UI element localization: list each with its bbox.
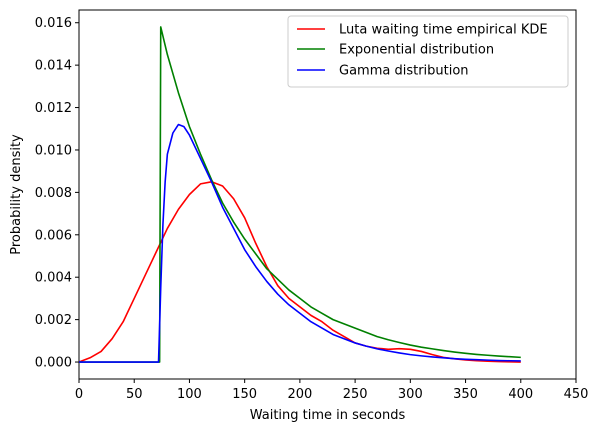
y-tick-label: 0.004 (35, 271, 72, 286)
y-tick-label: 0.000 (35, 356, 72, 371)
series-layer (78, 26, 521, 363)
series-line-2 (79, 123, 521, 363)
x-tick-label: 250 (343, 387, 368, 402)
x-tick-label: 0 (75, 387, 83, 402)
y-tick-label: 0.002 (35, 313, 72, 328)
legend-label-exponential: Exponential distribution (339, 43, 494, 58)
x-tick-label: 350 (453, 387, 478, 402)
x-tick-label: 50 (126, 387, 143, 402)
y-tick-label: 0.016 (35, 16, 72, 31)
y-tick-label: 0.010 (35, 143, 72, 158)
x-axis-ticks: 0 50 100 150 200 250 300 350 400 450 (75, 379, 589, 402)
y-tick-label: 0.014 (35, 59, 72, 74)
series-line-1 (79, 26, 521, 363)
y-tick-label: 0.012 (35, 101, 72, 116)
x-tick-label: 450 (564, 387, 589, 402)
legend-box (287, 15, 569, 88)
y-axis-ticks: 0.000 0.002 0.004 0.006 0.008 0.010 0.012 0.014… (35, 16, 79, 371)
x-tick-label: 200 (287, 387, 312, 402)
legend-label-gamma: Gamma distribution (339, 64, 469, 79)
x-axis-label: Waiting time in seconds (250, 408, 406, 423)
y-axis-label: Probability density (9, 134, 24, 255)
legend-label-kde: Luta waiting time empirical KDE (339, 23, 548, 38)
legend: Luta waiting time empirical KDE Exponent… (287, 15, 569, 88)
y-tick-label: 0.008 (35, 186, 72, 201)
x-tick-label: 150 (232, 387, 257, 402)
y-tick-label: 0.006 (35, 228, 72, 243)
x-tick-label: 100 (177, 387, 202, 402)
x-tick-label: 400 (508, 387, 533, 402)
x-tick-label: 300 (398, 387, 423, 402)
